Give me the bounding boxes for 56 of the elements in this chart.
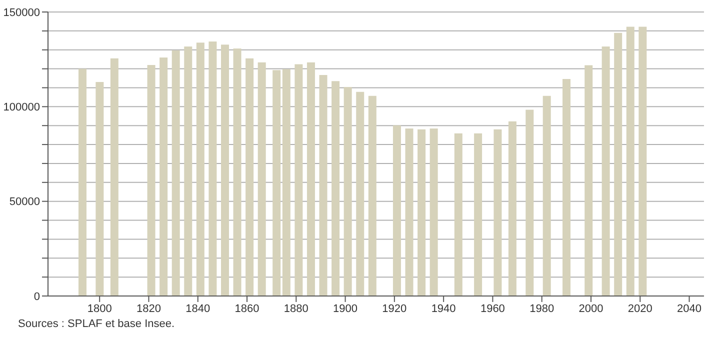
bar (368, 96, 376, 296)
bar (160, 57, 168, 296)
x-tick-label: 2040 (677, 302, 702, 315)
x-tick-label: 1980 (530, 302, 554, 315)
bar (454, 133, 462, 296)
bar (147, 65, 156, 296)
x-tick-label: 1840 (186, 302, 210, 315)
x-tick-label: 1900 (333, 302, 358, 315)
bar (602, 46, 610, 296)
x-tick-label: 1800 (87, 302, 112, 315)
bar (233, 48, 242, 296)
y-tick-label: 150000 (3, 6, 40, 19)
bar (246, 58, 254, 296)
bar (272, 70, 281, 296)
bar (614, 32, 622, 296)
bar (626, 26, 634, 296)
x-tick-label: 1960 (480, 302, 505, 315)
bar (282, 69, 290, 296)
x-tick-label: 1860 (234, 302, 260, 315)
x-tick-label: 2000 (578, 302, 604, 315)
bar (294, 64, 303, 296)
bar (306, 62, 315, 296)
bar (542, 96, 551, 296)
source-note: Sources : SPLAF et base Insee. (18, 318, 176, 330)
bar (96, 82, 104, 296)
bar (184, 46, 192, 296)
bar (562, 79, 570, 296)
bar (474, 133, 482, 296)
bar (319, 75, 328, 296)
bar (344, 86, 352, 296)
bar (584, 65, 593, 296)
bar (110, 58, 118, 296)
bar (392, 125, 401, 296)
y-tick-label: 100000 (3, 102, 40, 114)
y-tick-label: 50000 (9, 196, 40, 208)
bar (258, 62, 266, 296)
x-tick-label: 1820 (136, 302, 161, 315)
bar (208, 42, 217, 296)
bar (508, 121, 516, 296)
bar (526, 110, 534, 296)
bar (78, 68, 86, 296)
bar (430, 128, 438, 296)
x-tick-label: 1880 (284, 302, 308, 315)
bar (418, 129, 426, 296)
bar (220, 44, 229, 296)
bar (356, 92, 364, 296)
bar (332, 81, 340, 296)
bar (638, 26, 647, 296)
bar (405, 128, 414, 296)
bar (172, 50, 180, 296)
bar (494, 129, 502, 296)
x-tick-label: 2020 (628, 302, 652, 315)
y-tick-label: 0 (34, 290, 40, 303)
x-tick-label: 1940 (431, 302, 456, 315)
bar (196, 42, 204, 296)
x-tick-label: 1920 (382, 302, 407, 315)
